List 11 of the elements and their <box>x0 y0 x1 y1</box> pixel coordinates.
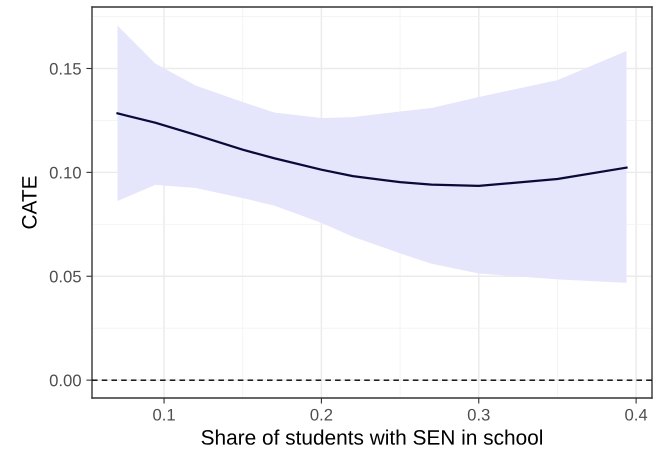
x-tick-label: 0.3 <box>468 408 490 421</box>
y-axis-title: CATE <box>22 176 37 228</box>
x-tick-label: 0.1 <box>153 408 175 421</box>
y-tick-label: 0.00 <box>50 374 81 386</box>
y-tick-label: 0.05 <box>50 270 81 282</box>
line-series <box>116 112 628 187</box>
y-tick-label: 0.15 <box>50 62 81 75</box>
x-tick-label: 0.4 <box>625 408 648 421</box>
y-tick-label: 0.10 <box>50 166 81 179</box>
x-tick-label: 0.2 <box>310 408 332 421</box>
x-axis-title: Share of students with SEN in school <box>202 430 542 445</box>
